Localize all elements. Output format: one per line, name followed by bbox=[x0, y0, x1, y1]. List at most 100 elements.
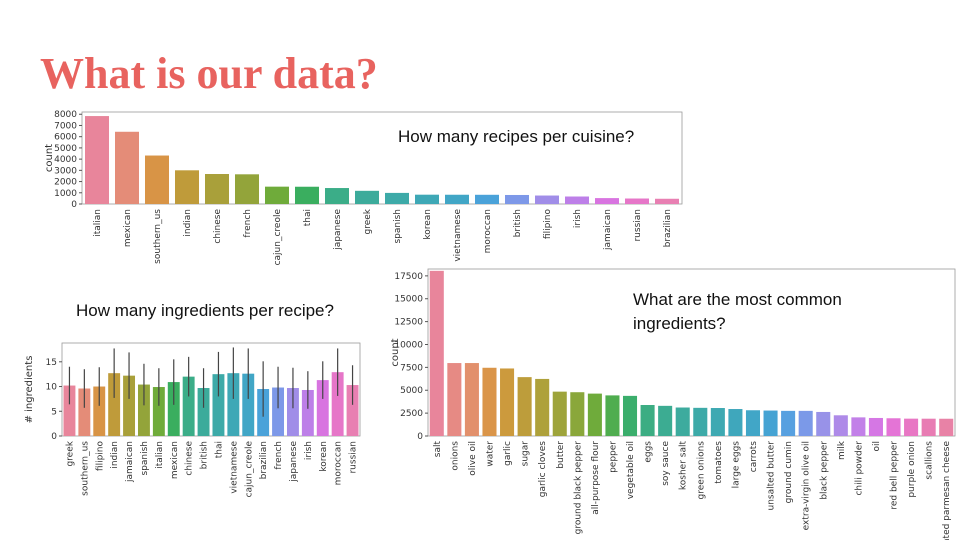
bar bbox=[868, 417, 883, 436]
x-tick-label: vegetable oil bbox=[626, 441, 636, 499]
bar bbox=[781, 410, 796, 436]
x-tick-label: green onions bbox=[696, 441, 706, 500]
bar bbox=[78, 388, 91, 436]
x-tick-label: french bbox=[243, 209, 253, 238]
bar bbox=[235, 174, 259, 204]
x-tick-label: scallions bbox=[925, 441, 935, 480]
bar bbox=[482, 367, 497, 436]
x-tick-label: spanish bbox=[140, 441, 150, 476]
x-tick-label: unsalted butter bbox=[767, 441, 777, 511]
x-tick-label: greek bbox=[65, 440, 75, 466]
bar bbox=[587, 393, 602, 436]
bar bbox=[464, 363, 479, 436]
y-tick-label: 2000 bbox=[54, 178, 77, 188]
plot-frame bbox=[61, 342, 361, 437]
bar bbox=[265, 186, 289, 204]
bar bbox=[475, 194, 499, 204]
bar bbox=[85, 116, 109, 204]
bar bbox=[205, 174, 229, 204]
x-tick-label: filipino bbox=[95, 441, 105, 472]
y-tick-label: 5000 bbox=[54, 144, 77, 154]
bar bbox=[197, 388, 210, 436]
plot-frame bbox=[427, 268, 956, 437]
bar bbox=[728, 409, 743, 436]
bar bbox=[693, 407, 708, 436]
x-tick-label: extra-virgin olive oil bbox=[802, 441, 812, 530]
annotation: How many recipes per cuisine? bbox=[398, 127, 635, 146]
x-tick-label: ground black pepper bbox=[573, 441, 583, 535]
y-tick-label: 0 bbox=[71, 200, 77, 210]
bar bbox=[675, 407, 690, 436]
bar bbox=[798, 410, 813, 436]
bar bbox=[286, 388, 299, 436]
bar bbox=[355, 190, 379, 204]
x-tick-label: brazilian bbox=[259, 441, 269, 479]
bar bbox=[886, 418, 901, 436]
bar bbox=[833, 415, 848, 436]
x-tick-label: jamaican bbox=[125, 441, 135, 483]
bar bbox=[535, 378, 550, 436]
bar bbox=[93, 386, 106, 436]
x-tick-label: irish bbox=[573, 209, 583, 228]
x-tick-label: italian bbox=[155, 441, 165, 469]
x-tick-label: japanese bbox=[289, 441, 299, 483]
bar bbox=[331, 372, 344, 436]
y-tick-label: 5000 bbox=[400, 386, 423, 396]
x-tick-label: brazilian bbox=[663, 209, 673, 247]
x-tick-label: vietnamese bbox=[229, 441, 239, 494]
plot-frame bbox=[81, 111, 683, 205]
bar bbox=[167, 382, 180, 436]
x-tick-label: chinese bbox=[213, 209, 223, 244]
x-tick-label: british bbox=[200, 441, 210, 469]
y-tick-label: 15000 bbox=[394, 295, 423, 305]
x-tick-label: russian bbox=[633, 209, 643, 242]
y-tick-label: 3000 bbox=[54, 166, 77, 176]
bar bbox=[385, 192, 409, 204]
x-tick-label: british bbox=[513, 209, 523, 237]
x-tick-label: cajun_creole bbox=[244, 441, 254, 498]
annotation: How many ingredients per recipe? bbox=[76, 301, 334, 320]
bar bbox=[447, 363, 462, 436]
x-tick-label: korean bbox=[423, 209, 433, 240]
x-tick-label: jamaican bbox=[603, 209, 613, 251]
bar bbox=[429, 270, 444, 436]
x-tick-label: indian bbox=[110, 441, 120, 469]
bar bbox=[816, 411, 831, 436]
x-tick-label: kosher salt bbox=[679, 441, 689, 491]
y-axis-label: count bbox=[44, 144, 55, 172]
y-tick-label: 0 bbox=[417, 432, 423, 442]
slide-title: What is our data? bbox=[40, 49, 378, 98]
y-tick-label: 8000 bbox=[54, 110, 77, 120]
x-tick-label: olive oil bbox=[468, 441, 478, 476]
x-tick-label: vietnamese bbox=[453, 209, 463, 262]
x-tick-label: korean bbox=[319, 441, 329, 472]
bar bbox=[316, 380, 329, 436]
bar bbox=[570, 392, 585, 436]
x-tick-label: moroccan bbox=[334, 441, 344, 485]
y-tick-label: 7500 bbox=[400, 363, 423, 373]
x-tick-label: black pepper bbox=[819, 441, 829, 500]
bar bbox=[552, 391, 567, 436]
x-tick-label: russian bbox=[349, 441, 359, 474]
x-tick-label: milk bbox=[837, 440, 847, 460]
y-tick-label: 15 bbox=[46, 358, 57, 368]
x-tick-label: italian bbox=[93, 209, 103, 237]
x-tick-label: irish bbox=[304, 441, 314, 460]
x-tick-label: french bbox=[274, 441, 284, 470]
y-tick-label: 10000 bbox=[394, 340, 423, 350]
x-tick-label: japanese bbox=[333, 209, 343, 251]
bar bbox=[500, 368, 515, 436]
bar bbox=[242, 373, 255, 436]
y-tick-label: 12500 bbox=[394, 318, 423, 328]
bar bbox=[921, 418, 936, 436]
x-tick-label: indian bbox=[183, 209, 193, 237]
y-axis-label: count bbox=[390, 338, 401, 366]
bar bbox=[415, 194, 439, 204]
bar bbox=[622, 395, 638, 436]
bar bbox=[851, 417, 866, 436]
x-tick-label: thai bbox=[214, 441, 224, 458]
y-tick-label: 7000 bbox=[54, 121, 77, 131]
bar bbox=[137, 384, 150, 436]
bar bbox=[152, 387, 165, 436]
bar bbox=[115, 131, 139, 204]
